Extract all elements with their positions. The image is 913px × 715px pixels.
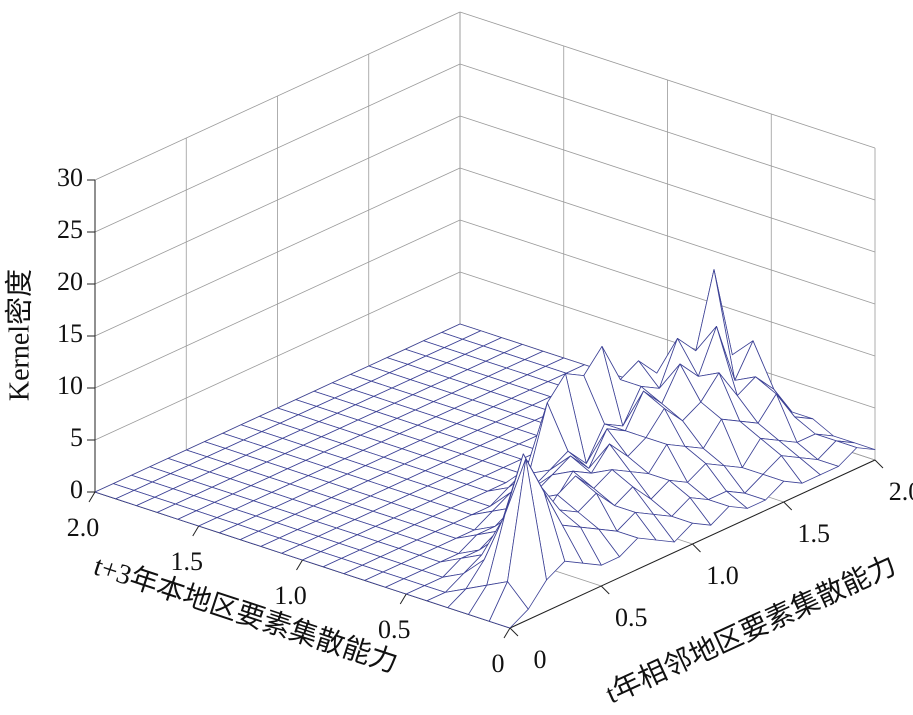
tick-mark — [600, 585, 610, 595]
tick-mark — [399, 593, 407, 605]
tick-mark — [783, 501, 793, 511]
tick-mark — [88, 491, 96, 503]
z-tick-label: 20 — [57, 267, 83, 296]
tick-mark — [192, 525, 200, 537]
tick-mark — [692, 543, 701, 553]
z-tick-label: 25 — [57, 215, 83, 244]
x-tick-label: 0 — [534, 645, 547, 674]
x-tick-label: 0.5 — [615, 603, 648, 632]
y-tick-label: 2.0 — [67, 513, 100, 542]
z-tick-label: 0 — [70, 475, 83, 504]
tick-mark — [874, 459, 884, 469]
surface-patch — [488, 581, 529, 629]
z-tick-label: 15 — [57, 319, 83, 348]
y-tick-label: 1.0 — [274, 581, 307, 610]
y-tick-label: 1.5 — [171, 547, 204, 576]
x-tick-label: 1.5 — [798, 519, 831, 548]
y-tick-label: 0 — [492, 649, 505, 678]
tick-mark — [503, 627, 511, 639]
x-tick-label: 2.0 — [889, 477, 913, 506]
surface — [94, 269, 876, 629]
z-tick-label: 30 — [57, 163, 83, 192]
z-axis-label: Kernel密度 — [3, 269, 35, 401]
x-tick-label: 1.0 — [706, 561, 739, 590]
tick-mark — [509, 627, 519, 637]
y-tick-label: 0.5 — [378, 615, 411, 644]
z-tick-label: 10 — [57, 371, 83, 400]
tick-mark — [296, 559, 303, 571]
z-tick-label: 5 — [70, 423, 83, 452]
